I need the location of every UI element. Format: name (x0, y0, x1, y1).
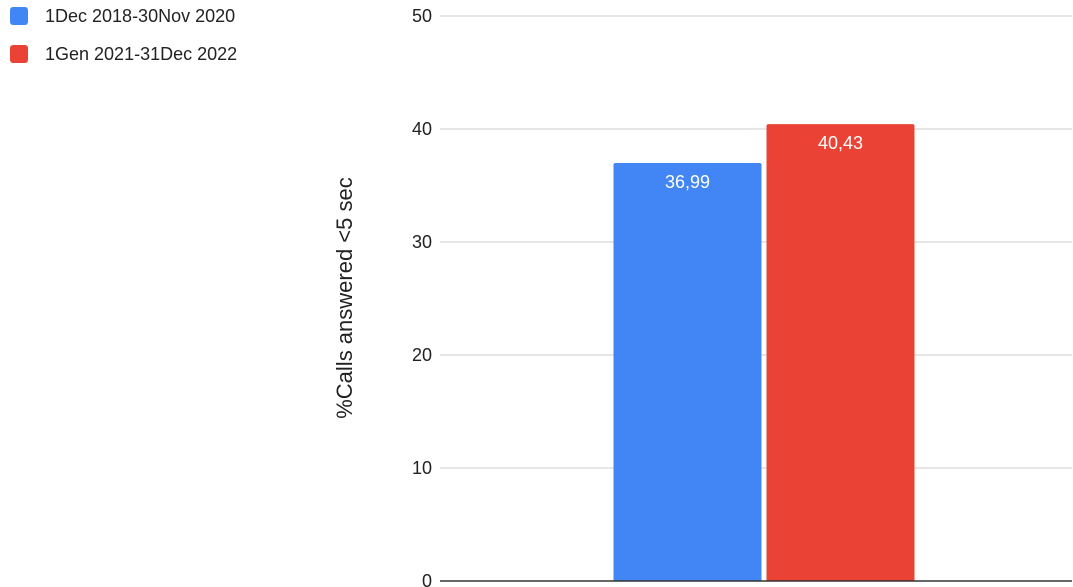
y-tick-label-0: 0 (422, 571, 432, 587)
y-tick-label-10: 10 (412, 458, 432, 478)
y-tick-label-50: 50 (412, 6, 432, 26)
legend-item-series-1[interactable]: 1Dec 2018-30Nov 2020 (10, 5, 237, 27)
y-axis-ticks: 0 10 20 30 40 50 (412, 6, 432, 587)
legend: 1Dec 2018-30Nov 2020 1Gen 2021-31Dec 202… (10, 5, 237, 81)
legend-label-series-1: 1Dec 2018-30Nov 2020 (45, 5, 236, 26)
data-label-series-1: 36,99 (665, 172, 710, 192)
y-tick-label-30: 30 (412, 232, 432, 252)
legend-swatch-red (10, 45, 28, 63)
y-axis-title: %Calls answered <5 sec (332, 177, 357, 419)
legend-swatch-blue (10, 7, 28, 25)
legend-label-series-2: 1Gen 2021-31Dec 2022 (45, 43, 238, 64)
bar-series-2[interactable] (766, 124, 915, 582)
bars: 36,99 40,43 (613, 124, 915, 582)
y-tick-label-20: 20 (412, 345, 432, 365)
bar-series-1[interactable] (613, 163, 762, 581)
data-label-series-2: 40,43 (818, 133, 863, 153)
y-tick-label-40: 40 (412, 119, 432, 139)
legend-item-series-2[interactable]: 1Gen 2021-31Dec 2022 (10, 43, 237, 65)
